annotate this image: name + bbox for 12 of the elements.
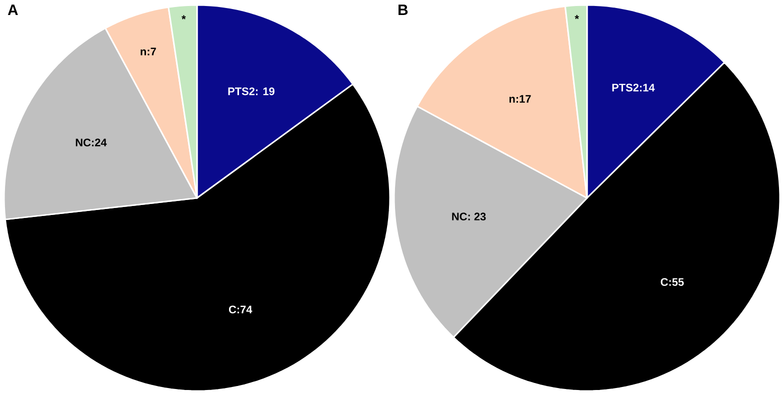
slice-label: * (574, 15, 579, 20)
slice-label: n:7 (140, 48, 156, 56)
slice-label: C:74 (228, 306, 252, 314)
chart-title: A (8, 4, 18, 15)
slice-label: PTS2: 19 (228, 87, 274, 96)
chart-title: B (398, 4, 408, 15)
slice-label: PTS2:14 (612, 84, 655, 92)
slice-label: * (182, 15, 186, 20)
slice-label: n:17 (509, 95, 531, 103)
slice-label: C:55 (660, 278, 684, 286)
slice-label: NC: 23 (452, 212, 486, 220)
slice-label: NC:24 (76, 138, 107, 146)
